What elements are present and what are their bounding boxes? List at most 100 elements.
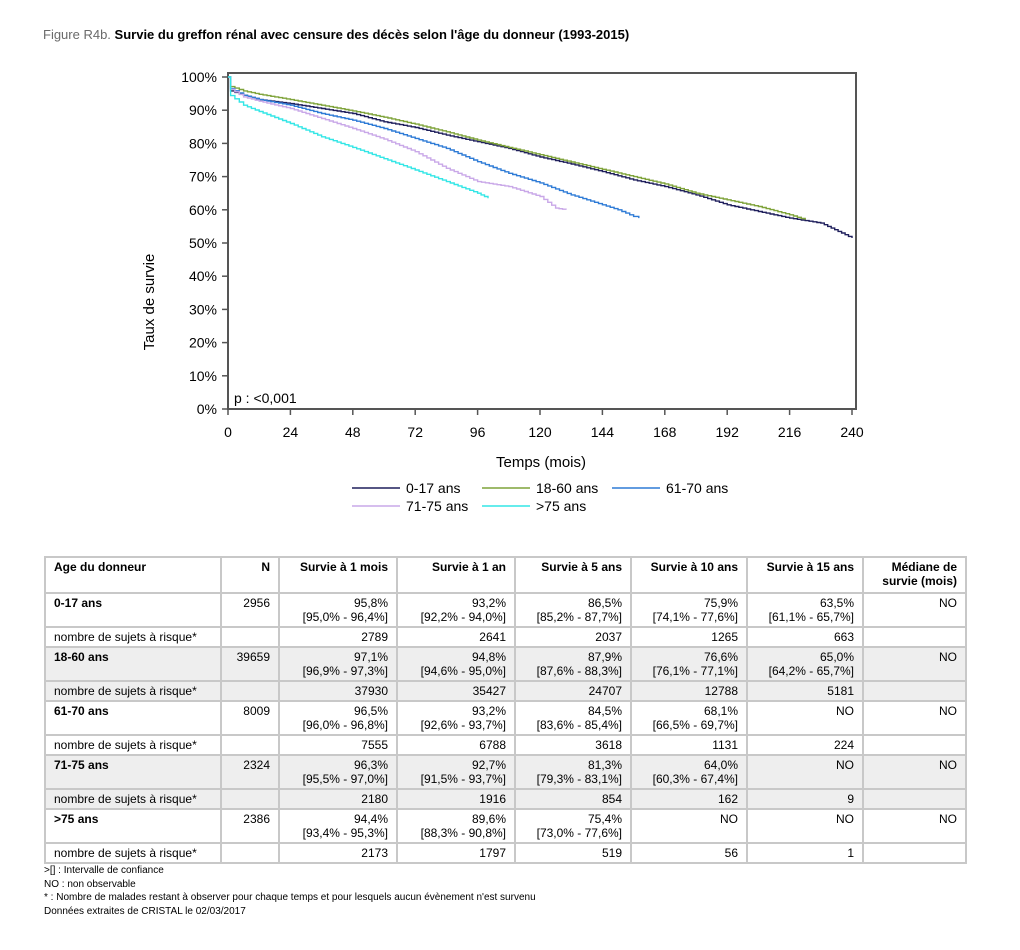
survival-value: 92,7% (471, 758, 506, 772)
table-row-group: 61-70 ans 8009 96,5% [96,0% - 96,8%] 93,2% [9… (44, 700, 967, 736)
survival-cell: NO (746, 808, 864, 844)
y-tick-label: 0% (197, 401, 217, 417)
risk-count-cell: 7555 (278, 734, 398, 756)
risk-count-cell: 519 (514, 842, 632, 864)
column-header: Survie à 1 an (396, 556, 516, 594)
survival-value: 87,9% (587, 650, 622, 664)
table-row-risk: nombre de sujets à risque* 2789 2641 2037 12… (44, 626, 967, 648)
confidence-interval: [94,6% - 95,0%] (420, 664, 506, 678)
survival-cell: NO (746, 700, 864, 736)
survival-curve-3 (228, 76, 567, 210)
survival-cell: NO (862, 700, 967, 736)
figure-title-text: Survie du greffon rénal avec censure des… (114, 27, 630, 42)
survival-value: NO (836, 812, 854, 826)
column-header: Survie à 15 ans (746, 556, 864, 594)
age-group-cell: 71-75 ans (44, 754, 222, 790)
survival-value: NO (720, 812, 738, 826)
confidence-interval: [95,5% - 97,0%] (302, 772, 388, 786)
confidence-interval (756, 826, 854, 840)
survival-cell: 76,6% [76,1% - 77,1%] (630, 646, 748, 682)
x-axis-label: Temps (mois) (496, 454, 586, 471)
survival-cell: NO (862, 592, 967, 628)
survival-cell: NO (862, 808, 967, 844)
risk-label-cell: nombre de sujets à risque* (44, 788, 222, 810)
x-tick-label: 0 (224, 424, 232, 440)
age-group-cell: >75 ans (44, 808, 222, 844)
risk-count-cell: 2789 (278, 626, 398, 648)
table-row-group: 18-60 ans 39659 97,1% [96,9% - 97,3%] 94,8%[… (44, 646, 967, 682)
confidence-interval: [79,3% - 83,1%] (536, 772, 622, 786)
confidence-interval: [91,5% - 93,7%] (420, 772, 506, 786)
risk-count-cell: 5181 (746, 680, 864, 702)
confidence-interval: [85,2% - 87,7%] (536, 610, 622, 624)
confidence-interval: [74,1% - 77,6%] (652, 610, 738, 624)
survival-curve-1 (228, 76, 806, 220)
n-cell: 2324 (220, 754, 280, 790)
survival-cell: 95,8% [95,0% - 96,4%] (278, 592, 398, 628)
y-tick-label: 40% (189, 268, 217, 284)
survival-cell: NO (862, 646, 967, 682)
x-tick-label: 144 (591, 424, 615, 440)
survival-value: NO (939, 704, 957, 718)
risk-count-cell: 37930 (278, 680, 398, 702)
survival-cell: NO (630, 808, 748, 844)
risk-count-cell: 56 (630, 842, 748, 864)
risk-count-cell (862, 734, 967, 756)
table-row-risk: nombre de sujets à risque* 7555 6788 3618 11… (44, 734, 967, 756)
column-header: Survie à 5 ans (514, 556, 632, 594)
survival-cell: 97,1% [96,9% - 97,3%] (278, 646, 398, 682)
legend-label: 0-17 ans (406, 480, 460, 496)
survival-curve-4 (228, 76, 489, 199)
footnotes: >[] : Intervalle de confiance NO : non o… (44, 864, 536, 918)
table-row-group: >75 ans 2386 94,4% [93,4% - 95,3%] 89,6% [88,… (44, 808, 967, 844)
survival-value: 84,5% (587, 704, 622, 718)
survival-value: NO (939, 812, 957, 826)
confidence-interval: [96,9% - 97,3%] (302, 664, 388, 678)
risk-count-cell: 2037 (514, 626, 632, 648)
survival-value: NO (939, 650, 957, 664)
risk-label-cell: nombre de sujets à risque* (44, 842, 222, 864)
empty-cell (220, 788, 280, 810)
table-row-group: 0-17 ans 2956 95,8% [95,0% - 96,4%] 93,2% [92… (44, 592, 967, 628)
legend-label: >75 ans (536, 498, 586, 514)
legend-label: 61-70 ans (666, 480, 728, 496)
risk-count-cell: 1797 (396, 842, 516, 864)
x-tick-label: 216 (778, 424, 802, 440)
survival-cell: 87,9% [87,6% - 88,3%] (514, 646, 632, 682)
risk-count-cell: 12788 (630, 680, 748, 702)
column-header: Survie à 1 mois (278, 556, 398, 594)
n-cell: 39659 (220, 646, 280, 682)
x-tick-label: 120 (528, 424, 552, 440)
confidence-interval (872, 826, 957, 840)
survival-cell: 89,6% [88,3% - 90,8%] (396, 808, 516, 844)
survival-value: 65,0% (819, 650, 854, 664)
table-row-group: 71-75 ans 2324 96,3% [95,5% - 97,0%] 92,7% [9… (44, 754, 967, 790)
survival-cell: 63,5% [61,1% - 65,7%] (746, 592, 864, 628)
footnote-ci: >[] : Intervalle de confiance (44, 865, 164, 876)
column-header: Médiane de survie (mois) (862, 556, 967, 594)
risk-count-cell: 1 (746, 842, 864, 864)
survival-value: 95,8% (353, 596, 388, 610)
chart-legend: 0-17 ans 18-60 ans 61-70 ans 71-75 ans >75 a… (352, 480, 728, 514)
confidence-interval: [73,0% - 77,6%] (536, 826, 622, 840)
survival-chart: 0% 10% 20% 30% 40% 50% 60% 70% 80% 90% 100% 0 24 48 72… (141, 69, 864, 514)
confidence-interval: [60,3% - 67,4%] (652, 772, 738, 786)
risk-count-cell: 224 (746, 734, 864, 756)
risk-count-cell: 1131 (630, 734, 748, 756)
risk-count-cell: 1916 (396, 788, 516, 810)
risk-count-cell: 663 (746, 626, 864, 648)
survival-cell: 94,4% [93,4% - 95,3%] (278, 808, 398, 844)
n-cell: 2386 (220, 808, 280, 844)
confidence-interval: [61,1% - 65,7%] (768, 610, 854, 624)
confidence-interval: [83,6% - 85,4%] (536, 718, 622, 732)
survival-cell: 68,1% [66,5% - 69,7%] (630, 700, 748, 736)
y-axis-label: Taux de survie (141, 254, 158, 351)
survival-value: NO (836, 704, 854, 718)
confidence-interval: [66,5% - 69,7%] (652, 718, 738, 732)
table-body: 0-17 ans 2956 95,8% [95,0% - 96,4%] 93,2% [92… (44, 592, 967, 864)
column-header: N (220, 556, 280, 594)
confidence-interval (872, 718, 957, 732)
y-tick-label: 30% (189, 301, 217, 317)
footnote-no: NO : non observable (44, 878, 136, 890)
x-tick-label: 240 (840, 424, 864, 440)
